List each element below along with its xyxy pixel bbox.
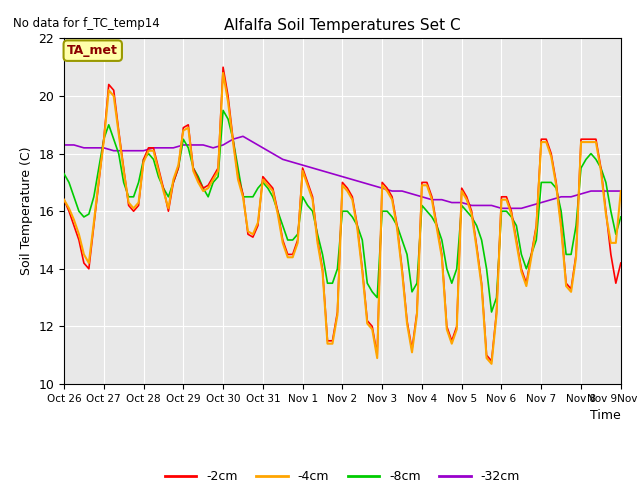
Y-axis label: Soil Temperature (C): Soil Temperature (C) (20, 147, 33, 276)
Legend: -2cm, -4cm, -8cm, -32cm: -2cm, -4cm, -8cm, -32cm (160, 465, 525, 480)
Title: Alfalfa Soil Temperatures Set C: Alfalfa Soil Temperatures Set C (224, 18, 461, 33)
X-axis label: Time: Time (590, 409, 621, 422)
Text: TA_met: TA_met (67, 44, 118, 57)
Text: No data for f_TC_temp14: No data for f_TC_temp14 (13, 17, 159, 30)
